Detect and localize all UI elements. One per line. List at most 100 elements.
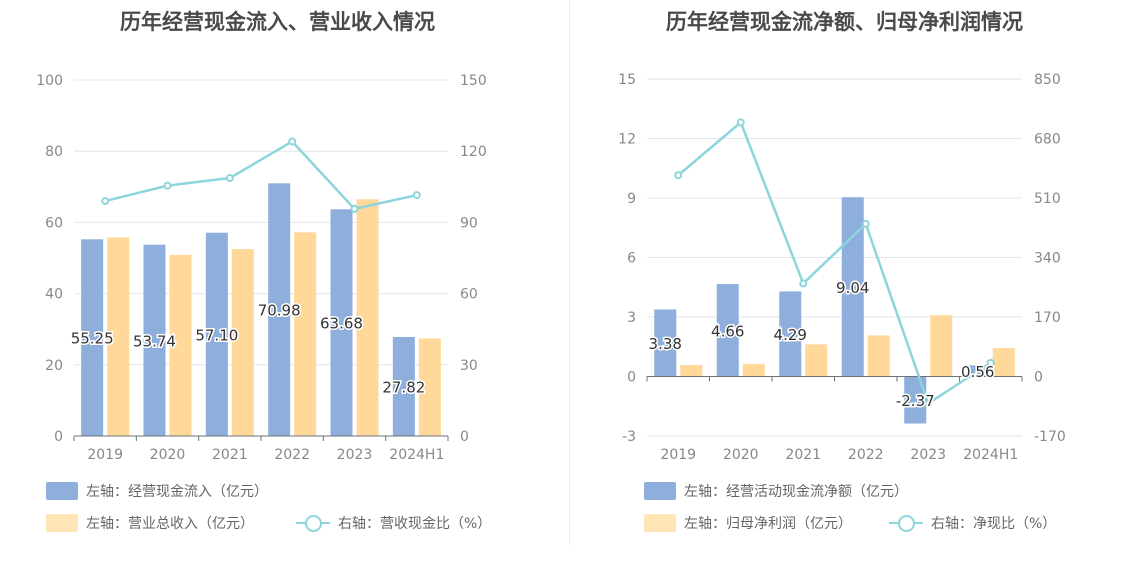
y-left-tick-label: 12 xyxy=(618,132,636,148)
y-right-tick-label: 680 xyxy=(1034,132,1061,148)
ratio-point xyxy=(924,399,933,408)
bar-secondary xyxy=(805,344,828,377)
bar-primary xyxy=(779,291,802,377)
y-right-tick-label: 90 xyxy=(460,215,478,231)
x-tick-label: 2019 xyxy=(660,447,696,463)
bar-value-label: 70.98 xyxy=(258,302,301,320)
legend-label: 右轴：净现比（%） xyxy=(931,516,1057,532)
bar-value-label: 3.38 xyxy=(649,335,682,353)
bar-value-label: -2.37 xyxy=(896,392,935,410)
y-right-tick-label: 150 xyxy=(460,73,487,89)
x-tick-label: 2024H1 xyxy=(389,447,444,463)
panel-divider xyxy=(569,0,570,545)
y-left-tick-label: 80 xyxy=(45,144,63,160)
bar-value-label: 63.68 xyxy=(320,315,363,333)
x-tick-label: 2019 xyxy=(87,447,123,463)
ratio-point xyxy=(350,204,359,213)
bar-value-label: 57.10 xyxy=(195,326,238,344)
legend-label: 左轴：归母净利润（亿元） xyxy=(684,516,852,532)
legend-label: 左轴：经营活动现金流净额（亿元） xyxy=(684,484,908,500)
y-right-tick-label: 30 xyxy=(460,358,478,374)
y-left-tick-label: 40 xyxy=(45,287,63,303)
ratio-point xyxy=(101,197,110,206)
y-left-tick-label: 60 xyxy=(45,215,63,231)
y-right-tick-label: 120 xyxy=(460,144,487,160)
bar-primary xyxy=(268,183,291,436)
y-right-tick-label: 340 xyxy=(1034,251,1061,267)
chart-plot-area: -3 0 3 6 9 12 15 -170 0 170 340 510 680 850 2019 2020 20… xyxy=(618,72,1066,463)
x-tick-label: 2023 xyxy=(337,447,373,463)
bar-secondary xyxy=(107,237,130,436)
chart-panel-cash-inflow-revenue: 历年经营现金流入、营业收入情况 0 20 40 60 80 100 0 30 60 90 120 15… xyxy=(36,10,491,533)
legend-label: 左轴：经营现金流入（亿元） xyxy=(86,484,268,500)
bar-primary xyxy=(143,244,166,436)
y-right-tick-label: 0 xyxy=(460,429,469,445)
y-left-tick-label: 3 xyxy=(627,310,636,326)
bar-secondary xyxy=(992,348,1015,377)
bar-primary xyxy=(904,376,927,424)
bar-secondary xyxy=(169,254,192,436)
bar-value-label: 55.25 xyxy=(71,330,114,348)
bar-value-label: 0.56 xyxy=(961,363,994,381)
y-right-tick-label: 0 xyxy=(1034,370,1043,386)
bar-value-label: 4.29 xyxy=(774,326,807,344)
bar-primary xyxy=(81,239,104,436)
bar-primary xyxy=(654,309,677,377)
legend-line-swatch xyxy=(889,514,923,532)
bar-value-label: 53.74 xyxy=(133,332,176,350)
y-left-tick-label: 9 xyxy=(627,191,636,207)
legend-swatch xyxy=(46,482,78,500)
bar-value-label: 4.66 xyxy=(711,322,744,340)
y-left-tick-label: 20 xyxy=(45,358,63,374)
x-tick-label: 2024H1 xyxy=(963,447,1018,463)
bar-secondary xyxy=(867,335,890,377)
bar-primary xyxy=(205,232,228,436)
ratio-point xyxy=(288,137,297,146)
bar-secondary xyxy=(294,232,317,436)
legend-item-net-profit[interactable]: 左轴：归母净利润（亿元） xyxy=(644,513,852,533)
legend-item-cash-inflow[interactable]: 左轴：经营现金流入（亿元） xyxy=(46,481,268,501)
ratio-point xyxy=(861,219,870,228)
legend-item-revenue[interactable]: 左轴：营业总收入（亿元） xyxy=(46,513,254,533)
x-tick-label: 2023 xyxy=(910,447,946,463)
ratio-point xyxy=(225,174,234,183)
legend-swatch xyxy=(644,482,676,500)
y-right-tick-label: 60 xyxy=(460,287,478,303)
legend-item-net-cash-flow[interactable]: 左轴：经营活动现金流净额（亿元） xyxy=(644,481,908,501)
ratio-point xyxy=(674,171,683,180)
bar-secondary xyxy=(231,249,254,436)
y-right-tick-label: 510 xyxy=(1034,191,1061,207)
bar-primary xyxy=(392,336,415,436)
y-left-tick-label: -3 xyxy=(622,429,636,445)
bar-primary xyxy=(330,209,353,436)
ratio-point xyxy=(986,358,995,367)
legend-label: 右轴：营收现金比（%） xyxy=(338,516,492,532)
y-left-tick-label: 0 xyxy=(54,429,63,445)
y-right-tick-label: 850 xyxy=(1034,72,1061,88)
legend-line-swatch xyxy=(296,514,330,532)
legend-swatch xyxy=(46,514,78,532)
y-left-tick-label: 0 xyxy=(627,370,636,386)
ratio-point xyxy=(163,181,172,190)
ratio-line xyxy=(104,139,418,211)
bar-secondary xyxy=(680,364,703,377)
x-tick-label: 2021 xyxy=(212,447,248,463)
legend-item-net-cash-ratio[interactable]: 右轴：净现比（%） xyxy=(889,513,1056,533)
chart-panel-net-cash-flow-profit: 历年经营现金流净额、归母净利润情况 -3 0 3 6 9 12 15 -170 0 170 340 5… xyxy=(567,0,1134,582)
x-tick-label: 2021 xyxy=(785,447,821,463)
ratio-point xyxy=(799,279,808,288)
ratio-point xyxy=(412,191,421,200)
y-left-tick-label: 15 xyxy=(618,72,636,88)
bar-secondary xyxy=(930,315,953,377)
bar-value-label: 27.82 xyxy=(382,378,425,396)
legend-swatch xyxy=(644,514,676,532)
bar-value-label: 9.04 xyxy=(836,279,869,297)
y-right-tick-label: 170 xyxy=(1034,310,1061,326)
y-left-tick-label: 6 xyxy=(627,251,636,267)
legend-item-revenue-cash-ratio[interactable]: 右轴：营收现金比（%） xyxy=(296,513,491,533)
y-right-tick-label: -170 xyxy=(1034,429,1066,445)
y-left-tick-label: 100 xyxy=(36,73,63,89)
x-tick-label: 2020 xyxy=(150,447,186,463)
x-tick-label: 2022 xyxy=(274,447,310,463)
chart-plot-area: 0 20 40 60 80 100 0 30 60 90 120 150 2019 2020 2021 202… xyxy=(36,73,487,463)
